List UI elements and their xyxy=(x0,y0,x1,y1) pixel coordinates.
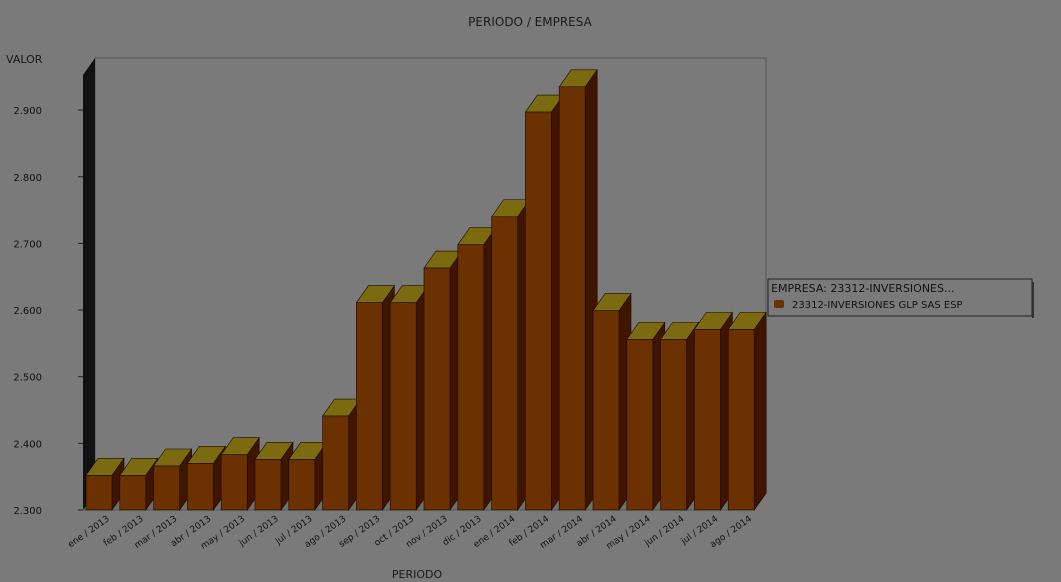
y-tick-label: 2.300 xyxy=(13,506,42,517)
bar-front xyxy=(119,475,147,511)
y-tick-label: 2.700 xyxy=(13,239,42,250)
bar-front xyxy=(660,339,687,511)
y-tick-label: 2.900 xyxy=(13,106,42,117)
legend[interactable]: EMPRESA: 23312-INVERSIONES... 23312-INVE… xyxy=(767,278,1034,318)
y-axis-label: VALOR xyxy=(6,53,43,66)
y-tick-label: 2.500 xyxy=(13,373,42,384)
bar xyxy=(626,321,666,511)
bar xyxy=(727,311,767,511)
bar xyxy=(355,284,395,511)
bar-side xyxy=(753,311,767,511)
bar xyxy=(693,311,733,511)
bar xyxy=(491,198,531,511)
bar-front xyxy=(288,459,316,511)
bar xyxy=(423,250,463,511)
legend-series-label: 23312-INVERSIONES GLP SAS ESP xyxy=(792,300,963,311)
legend-shadow xyxy=(1032,282,1034,318)
bar-front xyxy=(153,465,180,511)
y-tick-label: 2.600 xyxy=(13,306,42,317)
chart-title: PERIODO / EMPRESA xyxy=(468,15,592,29)
bar-front xyxy=(457,244,485,511)
bar-front xyxy=(187,463,214,511)
bar xyxy=(592,292,632,511)
y-tick-label: 2.800 xyxy=(13,173,42,184)
bar-front xyxy=(727,329,755,511)
bar-front xyxy=(558,86,586,511)
bar-front xyxy=(423,267,451,511)
bar xyxy=(153,448,193,511)
bar-front xyxy=(254,459,282,511)
bar-front xyxy=(356,302,383,511)
bar xyxy=(186,445,226,511)
y-tick-label: 2.400 xyxy=(13,439,42,450)
x-axis-label: PERIODO xyxy=(392,568,443,581)
bar xyxy=(660,321,700,511)
bar xyxy=(288,441,328,511)
bar-front xyxy=(694,329,721,511)
bar xyxy=(322,398,362,511)
bar xyxy=(457,226,497,511)
legend-title: EMPRESA: 23312-INVERSIONES... xyxy=(771,282,954,295)
bar xyxy=(524,94,564,511)
bar-front xyxy=(322,415,349,511)
bar-front xyxy=(85,475,113,511)
bar-front xyxy=(525,111,552,511)
bar-front xyxy=(220,454,248,511)
plot-left-wall xyxy=(83,58,95,510)
bar xyxy=(389,284,429,511)
bar xyxy=(220,436,260,511)
bar-front xyxy=(389,302,417,511)
bar-front xyxy=(491,216,518,511)
bar xyxy=(85,457,125,511)
bar xyxy=(254,441,294,511)
legend-box xyxy=(767,278,1033,317)
bar-series xyxy=(85,68,767,511)
bar-front xyxy=(592,310,620,511)
legend-swatch xyxy=(774,300,784,308)
y-axis-ticks: 2.300 2.400 2.500 2.600 2.700 2.800 2.900 xyxy=(13,106,83,517)
bar-front xyxy=(626,339,654,511)
bar xyxy=(558,68,598,511)
